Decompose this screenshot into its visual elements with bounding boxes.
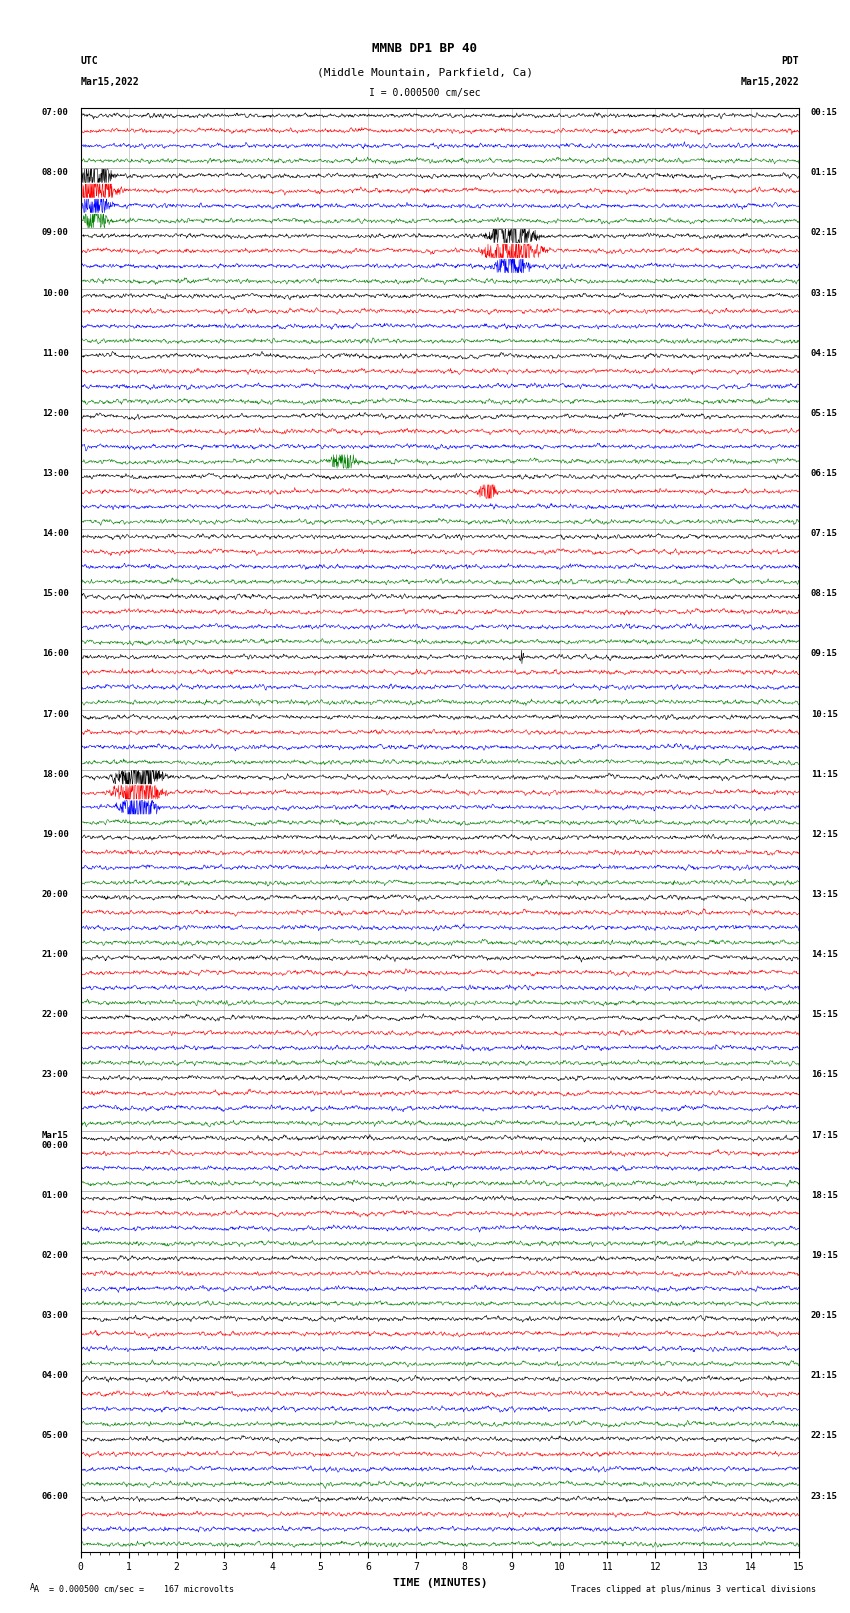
Text: 10:00: 10:00	[42, 289, 69, 297]
Text: 05:00: 05:00	[42, 1431, 69, 1440]
Text: 16:00: 16:00	[42, 650, 69, 658]
Text: 12:15: 12:15	[811, 829, 838, 839]
Text: I = 0.000500 cm/sec: I = 0.000500 cm/sec	[369, 89, 481, 98]
Text: A: A	[30, 1582, 35, 1592]
Text: Mar15,2022: Mar15,2022	[81, 77, 139, 87]
Text: 18:00: 18:00	[42, 769, 69, 779]
Text: 14:15: 14:15	[811, 950, 838, 960]
Text: 05:15: 05:15	[811, 408, 838, 418]
Text: 10:15: 10:15	[811, 710, 838, 718]
Text: 09:15: 09:15	[811, 650, 838, 658]
Text: 20:15: 20:15	[811, 1311, 838, 1319]
Text: 11:00: 11:00	[42, 348, 69, 358]
Text: (Middle Mountain, Parkfield, Ca): (Middle Mountain, Parkfield, Ca)	[317, 68, 533, 77]
Text: 12:00: 12:00	[42, 408, 69, 418]
Text: Traces clipped at plus/minus 3 vertical divisions: Traces clipped at plus/minus 3 vertical …	[571, 1584, 816, 1594]
Text: 07:15: 07:15	[811, 529, 838, 539]
Text: 21:15: 21:15	[811, 1371, 838, 1381]
Text: 08:00: 08:00	[42, 168, 69, 177]
Text: 02:15: 02:15	[811, 229, 838, 237]
Text: Mar15,2022: Mar15,2022	[740, 77, 799, 87]
Text: 22:00: 22:00	[42, 1010, 69, 1019]
Text: 04:15: 04:15	[811, 348, 838, 358]
Text: 21:00: 21:00	[42, 950, 69, 960]
Text: 17:00: 17:00	[42, 710, 69, 718]
Text: 00:15: 00:15	[811, 108, 838, 118]
Text: 13:15: 13:15	[811, 890, 838, 898]
Text: 22:15: 22:15	[811, 1431, 838, 1440]
Text: 19:15: 19:15	[811, 1252, 838, 1260]
Text: 11:15: 11:15	[811, 769, 838, 779]
Text: 17:15: 17:15	[811, 1131, 838, 1140]
X-axis label: TIME (MINUTES): TIME (MINUTES)	[393, 1578, 487, 1587]
Text: 18:15: 18:15	[811, 1190, 838, 1200]
Text: 03:15: 03:15	[811, 289, 838, 297]
Text: 09:00: 09:00	[42, 229, 69, 237]
Text: 23:00: 23:00	[42, 1071, 69, 1079]
Text: 02:00: 02:00	[42, 1252, 69, 1260]
Text: UTC: UTC	[81, 56, 99, 66]
Text: A  = 0.000500 cm/sec =    167 microvolts: A = 0.000500 cm/sec = 167 microvolts	[34, 1584, 234, 1594]
Text: 04:00: 04:00	[42, 1371, 69, 1381]
Text: PDT: PDT	[781, 56, 799, 66]
Text: 20:00: 20:00	[42, 890, 69, 898]
Text: MMNB DP1 BP 40: MMNB DP1 BP 40	[372, 42, 478, 55]
Text: 15:00: 15:00	[42, 589, 69, 598]
Text: 01:00: 01:00	[42, 1190, 69, 1200]
Text: 06:00: 06:00	[42, 1492, 69, 1500]
Text: 19:00: 19:00	[42, 829, 69, 839]
Text: 01:15: 01:15	[811, 168, 838, 177]
Text: 14:00: 14:00	[42, 529, 69, 539]
Text: 08:15: 08:15	[811, 589, 838, 598]
Text: 13:00: 13:00	[42, 469, 69, 477]
Text: Mar15
00:00: Mar15 00:00	[42, 1131, 69, 1150]
Text: 23:15: 23:15	[811, 1492, 838, 1500]
Text: 03:00: 03:00	[42, 1311, 69, 1319]
Text: 07:00: 07:00	[42, 108, 69, 118]
Text: 06:15: 06:15	[811, 469, 838, 477]
Text: 15:15: 15:15	[811, 1010, 838, 1019]
Text: 16:15: 16:15	[811, 1071, 838, 1079]
